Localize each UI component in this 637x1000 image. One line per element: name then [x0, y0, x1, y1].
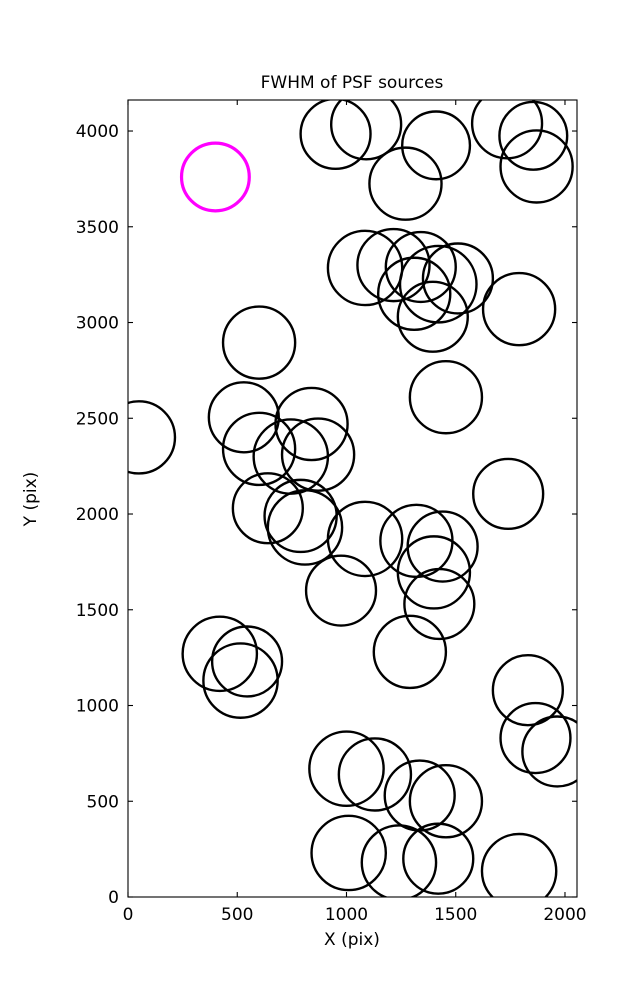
- psf-source-circle: [221, 411, 297, 487]
- psf-source-circle: [360, 824, 438, 897]
- data-markers-layer: [128, 100, 577, 897]
- y-tick-label: 0: [108, 888, 119, 908]
- psf-source-circle: [421, 242, 495, 315]
- psf-source-circle: [498, 100, 569, 171]
- x-tick-label: 0: [123, 905, 134, 925]
- psf-source-circle: [202, 642, 279, 719]
- reference-fwhm-circle: [179, 141, 251, 213]
- psf-source-circle: [308, 730, 385, 808]
- axis-ticks-layer: 0 500 1000 1500 2000 0 500 1000 1500 2000 2500 3000…: [76, 100, 587, 925]
- y-tick-label: 4000: [76, 122, 119, 142]
- y-tick-label: 2500: [76, 409, 119, 429]
- psf-source-circle: [481, 271, 557, 347]
- y-tick-label: 2000: [76, 505, 119, 525]
- psf-source-circle: [368, 146, 443, 221]
- psf-source-circle: [330, 100, 403, 161]
- psf-source-circle: [181, 615, 259, 693]
- psf-source-circle: [398, 244, 478, 324]
- x-tick-label: 1500: [434, 905, 477, 925]
- psf-source-circle: [521, 715, 577, 788]
- psf-source-circle: [337, 737, 413, 812]
- psf-source-circle: [491, 654, 565, 727]
- x-tick-label: 2000: [543, 905, 586, 925]
- psf-source-circle: [266, 489, 344, 566]
- psf-source-circle: [401, 110, 472, 181]
- psf-source-circle: [326, 229, 404, 307]
- psf-source-circle: [396, 535, 472, 610]
- psf-source-circle: [210, 625, 284, 698]
- psf-source-circle: [499, 129, 574, 204]
- x-tick-label: 500: [221, 905, 253, 925]
- psf-source-circle: [280, 417, 356, 492]
- psf-source-circle: [231, 472, 304, 545]
- psf-source-circle: [310, 814, 388, 892]
- psf-source-circle: [384, 230, 457, 304]
- x-tick-label: 1000: [325, 905, 368, 925]
- psf-source-circle: [408, 359, 484, 435]
- psf-source-circle: [326, 500, 404, 578]
- y-tick-label: 1000: [76, 697, 119, 717]
- y-tick-label: 1500: [76, 601, 119, 621]
- psf-source-circle: [372, 614, 448, 690]
- psf-source-circle: [408, 764, 484, 839]
- psf-source-circle: [402, 822, 475, 895]
- psf-source-circle: [396, 280, 469, 353]
- psf-source-circle: [376, 256, 452, 332]
- x-axis-label: X (pix): [324, 930, 380, 950]
- axes-spines: [127, 99, 578, 898]
- psf-source-circle: [304, 554, 378, 627]
- y-tick-label: 500: [87, 792, 119, 812]
- psf-source-circle: [274, 386, 349, 462]
- y-axis-label: Y (pix): [21, 472, 41, 528]
- y-tick-label: 3000: [76, 314, 119, 334]
- psf-source-circle: [128, 400, 177, 475]
- psf-source-circle: [472, 457, 545, 531]
- psf-source-circle: [356, 227, 431, 303]
- page-title: FWHM of PSF sources: [261, 73, 444, 93]
- psf-source-circle: [221, 305, 297, 380]
- axes-background: [128, 100, 577, 897]
- psf-source-circle: [499, 701, 572, 775]
- psf-source-circle: [403, 567, 476, 641]
- psf-source-circle: [480, 832, 558, 897]
- psf-source-circle: [299, 100, 372, 171]
- y-tick-label: 3500: [76, 218, 119, 238]
